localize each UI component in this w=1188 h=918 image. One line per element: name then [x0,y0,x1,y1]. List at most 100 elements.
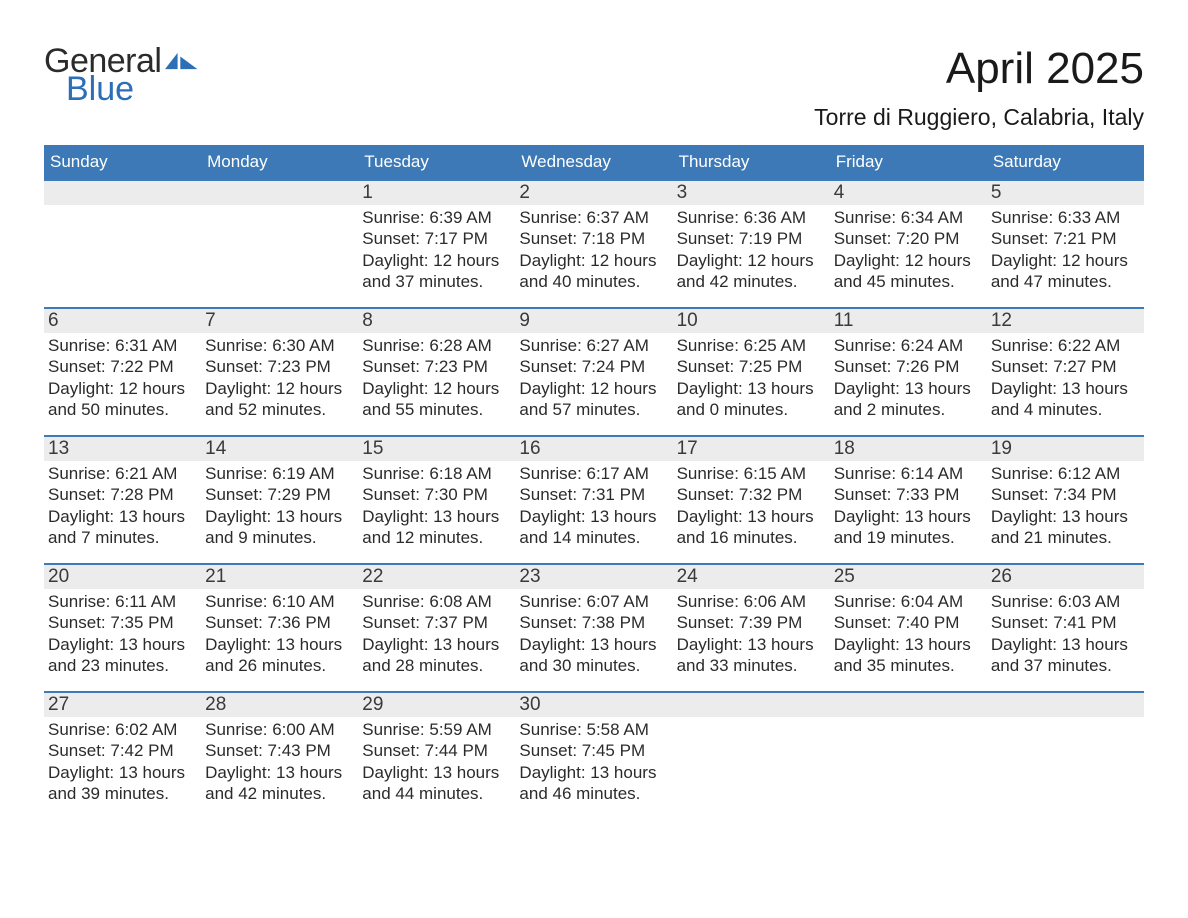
date-number: 22 [358,565,515,589]
day-details: Sunrise: 6:39 AMSunset: 7:17 PMDaylight:… [362,207,509,292]
sunset-text: Sunset: 7:27 PM [991,356,1138,377]
day-details: Sunrise: 6:37 AMSunset: 7:18 PMDaylight:… [519,207,666,292]
sunrise-text: Sunrise: 6:19 AM [205,463,352,484]
sunrise-text: Sunrise: 5:58 AM [519,719,666,740]
day-details: Sunrise: 6:11 AMSunset: 7:35 PMDaylight:… [48,591,195,676]
date-strip-blank [673,693,830,717]
sunset-text: Sunset: 7:20 PM [834,228,981,249]
daylight1-text: Daylight: 13 hours [519,506,666,527]
calendar: SundayMondayTuesdayWednesdayThursdayFrid… [44,145,1144,819]
day-details: Sunrise: 6:15 AMSunset: 7:32 PMDaylight:… [677,463,824,548]
day-details: Sunrise: 6:30 AMSunset: 7:23 PMDaylight:… [205,335,352,420]
day-details: Sunrise: 6:10 AMSunset: 7:36 PMDaylight:… [205,591,352,676]
daylight2-text: and 21 minutes. [991,527,1138,548]
date-number: 21 [201,565,358,589]
daylight2-text: and 16 minutes. [677,527,824,548]
daylight2-text: and 33 minutes. [677,655,824,676]
date-number: 27 [44,693,201,717]
day-cell: 3Sunrise: 6:36 AMSunset: 7:19 PMDaylight… [673,181,830,307]
sunrise-text: Sunrise: 6:10 AM [205,591,352,612]
daylight2-text: and 12 minutes. [362,527,509,548]
date-number: 7 [201,309,358,333]
sunset-text: Sunset: 7:32 PM [677,484,824,505]
daylight1-text: Daylight: 13 hours [48,762,195,783]
day-cell: 29Sunrise: 5:59 AMSunset: 7:44 PMDayligh… [358,693,515,819]
sunrise-text: Sunrise: 6:04 AM [834,591,981,612]
daylight1-text: Daylight: 12 hours [205,378,352,399]
week-row: 27Sunrise: 6:02 AMSunset: 7:42 PMDayligh… [44,691,1144,819]
daylight2-text: and 19 minutes. [834,527,981,548]
date-strip-blank [830,693,987,717]
date-number: 3 [673,181,830,205]
header: General Blue April 2025 Torre di Ruggier… [44,44,1144,131]
day-details: Sunrise: 6:34 AMSunset: 7:20 PMDaylight:… [834,207,981,292]
dow-cell: Tuesday [358,145,515,179]
daylight1-text: Daylight: 12 hours [362,378,509,399]
daylight1-text: Daylight: 12 hours [519,250,666,271]
brand-word-2: Blue [66,72,201,106]
day-details: Sunrise: 6:12 AMSunset: 7:34 PMDaylight:… [991,463,1138,548]
daylight2-text: and 26 minutes. [205,655,352,676]
date-number: 30 [515,693,672,717]
daylight2-text: and 42 minutes. [205,783,352,804]
day-details: Sunrise: 6:18 AMSunset: 7:30 PMDaylight:… [362,463,509,548]
sunset-text: Sunset: 7:45 PM [519,740,666,761]
daylight2-text: and 39 minutes. [48,783,195,804]
day-details: Sunrise: 6:04 AMSunset: 7:40 PMDaylight:… [834,591,981,676]
day-cell: 9Sunrise: 6:27 AMSunset: 7:24 PMDaylight… [515,309,672,435]
daylight1-text: Daylight: 13 hours [362,762,509,783]
sunset-text: Sunset: 7:44 PM [362,740,509,761]
location-text: Torre di Ruggiero, Calabria, Italy [814,104,1144,131]
sunrise-text: Sunrise: 6:27 AM [519,335,666,356]
date-number: 5 [987,181,1144,205]
dow-cell: Thursday [673,145,830,179]
date-number: 14 [201,437,358,461]
sunset-text: Sunset: 7:24 PM [519,356,666,377]
dow-cell: Wednesday [515,145,672,179]
date-strip-blank [201,181,358,205]
day-cell: 7Sunrise: 6:30 AMSunset: 7:23 PMDaylight… [201,309,358,435]
daylight2-text: and 37 minutes. [362,271,509,292]
sunset-text: Sunset: 7:43 PM [205,740,352,761]
sunrise-text: Sunrise: 6:14 AM [834,463,981,484]
sunset-text: Sunset: 7:37 PM [362,612,509,633]
daylight2-text: and 0 minutes. [677,399,824,420]
daylight1-text: Daylight: 13 hours [48,634,195,655]
sail-icon [165,50,201,72]
day-cell: 26Sunrise: 6:03 AMSunset: 7:41 PMDayligh… [987,565,1144,691]
day-cell: 14Sunrise: 6:19 AMSunset: 7:29 PMDayligh… [201,437,358,563]
title-block: April 2025 Torre di Ruggiero, Calabria, … [814,44,1144,131]
day-cell: 1Sunrise: 6:39 AMSunset: 7:17 PMDaylight… [358,181,515,307]
sunrise-text: Sunrise: 6:28 AM [362,335,509,356]
day-cell: 8Sunrise: 6:28 AMSunset: 7:23 PMDaylight… [358,309,515,435]
date-number: 1 [358,181,515,205]
day-details: Sunrise: 6:36 AMSunset: 7:19 PMDaylight:… [677,207,824,292]
daylight2-text: and 7 minutes. [48,527,195,548]
sunset-text: Sunset: 7:29 PM [205,484,352,505]
daylight2-text: and 35 minutes. [834,655,981,676]
day-cell: 16Sunrise: 6:17 AMSunset: 7:31 PMDayligh… [515,437,672,563]
day-details: Sunrise: 6:07 AMSunset: 7:38 PMDaylight:… [519,591,666,676]
daylight1-text: Daylight: 12 hours [362,250,509,271]
day-details: Sunrise: 6:33 AMSunset: 7:21 PMDaylight:… [991,207,1138,292]
daylight1-text: Daylight: 13 hours [205,634,352,655]
sunset-text: Sunset: 7:33 PM [834,484,981,505]
sunset-text: Sunset: 7:21 PM [991,228,1138,249]
date-number: 8 [358,309,515,333]
day-cell: 17Sunrise: 6:15 AMSunset: 7:32 PMDayligh… [673,437,830,563]
daylight2-text: and 45 minutes. [834,271,981,292]
dow-cell: Friday [830,145,987,179]
date-number: 19 [987,437,1144,461]
daylight1-text: Daylight: 13 hours [677,506,824,527]
date-number: 26 [987,565,1144,589]
sunrise-text: Sunrise: 6:17 AM [519,463,666,484]
day-details: Sunrise: 6:17 AMSunset: 7:31 PMDaylight:… [519,463,666,548]
daylight2-text: and 42 minutes. [677,271,824,292]
sunrise-text: Sunrise: 6:03 AM [991,591,1138,612]
sunset-text: Sunset: 7:30 PM [362,484,509,505]
day-cell: 5Sunrise: 6:33 AMSunset: 7:21 PMDaylight… [987,181,1144,307]
date-number: 17 [673,437,830,461]
day-cell [673,693,830,819]
day-cell: 6Sunrise: 6:31 AMSunset: 7:22 PMDaylight… [44,309,201,435]
daylight1-text: Daylight: 13 hours [991,634,1138,655]
